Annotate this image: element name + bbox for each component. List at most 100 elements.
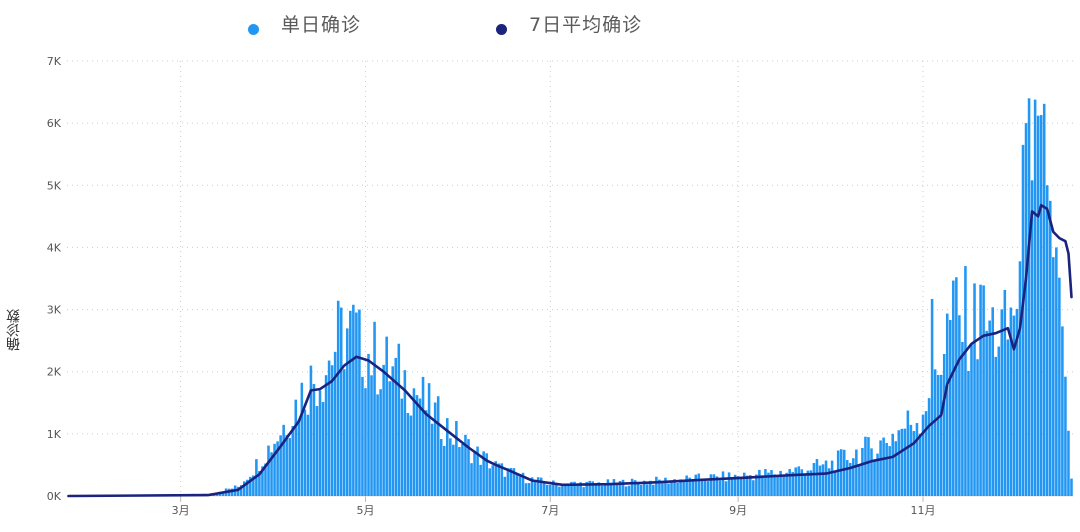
daily-bar (527, 483, 531, 496)
daily-bar (312, 383, 316, 496)
daily-bar (461, 444, 464, 496)
daily-bar (1003, 289, 1007, 496)
daily-bar (267, 445, 270, 496)
daily-bar (436, 396, 440, 496)
daily-bar (821, 464, 825, 496)
daily-bar (546, 484, 549, 496)
daily-bar (385, 336, 388, 496)
daily-bar (615, 482, 619, 496)
daily-bar (1009, 307, 1013, 496)
daily-bar (409, 415, 413, 496)
daily-bar (567, 483, 570, 496)
daily-bar (776, 474, 779, 496)
daily-bar (715, 476, 719, 496)
daily-bar (655, 476, 658, 496)
daily-bar (588, 480, 591, 496)
daily-bar (618, 480, 622, 496)
daily-bar (670, 480, 673, 496)
daily-bar (918, 433, 922, 496)
daily-bar (300, 382, 304, 496)
daily-bar (991, 307, 994, 496)
daily-bar (288, 438, 291, 496)
daily-bar (1042, 103, 1046, 496)
daily-bar (473, 450, 476, 496)
daily-bar (415, 395, 419, 496)
daily-bar (903, 428, 907, 496)
daily-bar (382, 364, 385, 496)
daily-bar (676, 482, 679, 496)
daily-bar (282, 424, 285, 496)
daily-bar (1021, 144, 1025, 496)
daily-bar (306, 414, 310, 496)
legend-item-avg[interactable]: 7日平均确诊 (496, 10, 642, 37)
daily-bar (309, 365, 313, 496)
daily-bar (555, 483, 558, 496)
x-tick-label: 3月 (172, 504, 190, 517)
daily-bar (982, 285, 985, 496)
daily-bar (718, 480, 722, 496)
daily-bar (673, 479, 676, 496)
daily-bar (446, 418, 449, 496)
daily-bar (785, 472, 788, 496)
daily-bar (688, 477, 691, 496)
daily-bar (391, 366, 395, 496)
daily-bar (682, 480, 685, 496)
daily-bar (470, 463, 473, 496)
daily-bar (855, 449, 858, 496)
daily-bar (697, 473, 701, 496)
daily-bar (858, 464, 861, 496)
daily-bar (942, 353, 946, 496)
daily-bar (924, 411, 928, 496)
daily-bar (752, 480, 755, 496)
daily-bar (985, 330, 988, 496)
daily-bar (427, 383, 431, 496)
daily-bar (246, 479, 249, 496)
daily-bar (539, 477, 543, 496)
daily-bar (909, 424, 913, 496)
daily-bar (1027, 98, 1031, 497)
daily-bar (712, 474, 716, 496)
daily-bar (1070, 478, 1073, 496)
daily-bar (324, 375, 328, 496)
daily-bar (1030, 180, 1034, 497)
daily-bar (315, 406, 319, 496)
daily-bar (512, 468, 516, 496)
daily-bar (849, 462, 852, 496)
daily-bar (742, 472, 746, 496)
daily-bar (639, 484, 643, 496)
daily-bar (736, 476, 740, 496)
daily-bar (503, 476, 507, 496)
daily-bar (636, 482, 640, 496)
daily-bar (930, 299, 934, 496)
daily-bar (945, 313, 949, 496)
daily-bar (521, 472, 525, 496)
daily-bar (730, 478, 734, 496)
daily-bar (249, 476, 252, 496)
legend-label-daily: 单日确诊 (281, 14, 362, 36)
daily-bar (1006, 339, 1010, 496)
daily-bar (749, 475, 752, 496)
daily-bar (791, 472, 794, 496)
daily-bar (397, 343, 401, 496)
daily-bar (279, 435, 282, 496)
x-tick-label: 11月 (911, 504, 936, 517)
daily-bar (576, 483, 579, 496)
daily-bar (976, 359, 979, 496)
daily-bar (915, 423, 919, 496)
daily-bar (767, 472, 770, 496)
daily-bar (627, 485, 631, 496)
daily-bar (264, 463, 267, 496)
y-tick-label: 2K (47, 366, 62, 379)
daily-bar (1000, 309, 1004, 496)
daily-bar (400, 398, 404, 496)
x-tick-label: 9月 (729, 504, 747, 517)
daily-bar (242, 481, 246, 496)
daily-bar (1024, 123, 1028, 497)
daily-bar (570, 481, 573, 496)
daily-bar (782, 475, 785, 496)
daily-bar (333, 351, 337, 496)
daily-bar (485, 453, 488, 496)
legend-item-daily[interactable]: 单日确诊 (248, 10, 361, 37)
daily-bar (342, 369, 346, 496)
